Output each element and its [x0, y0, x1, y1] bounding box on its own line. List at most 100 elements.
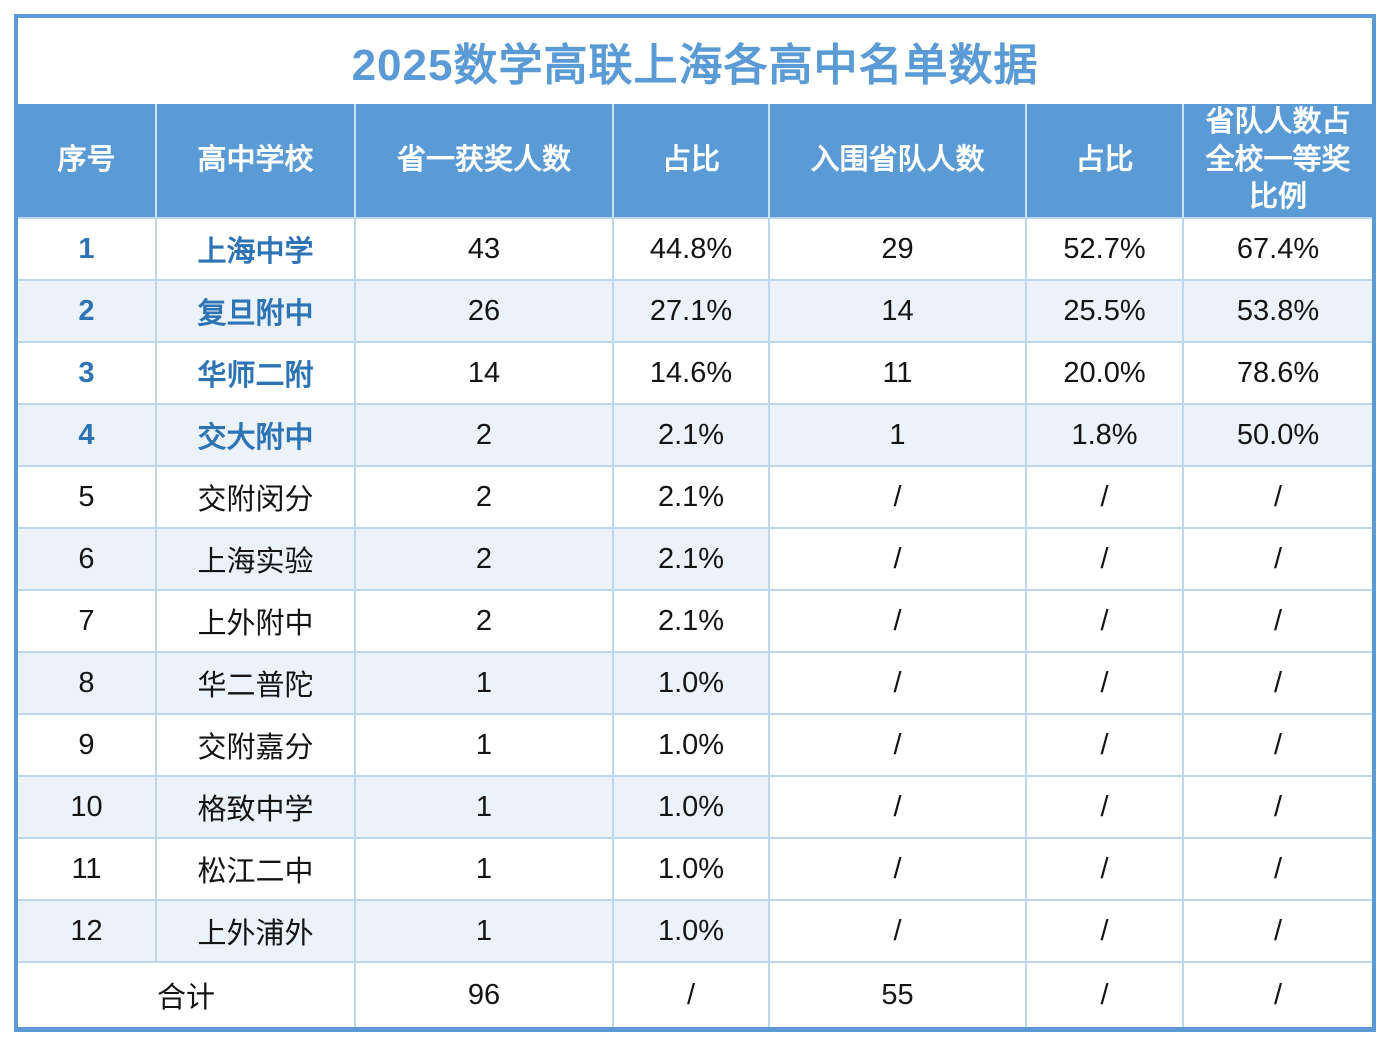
total-team-ratio: / [1184, 963, 1373, 1028]
row-school: 复旦附中 [157, 281, 356, 344]
row-prov1-count: 1 [356, 777, 614, 840]
row-school: 交附嘉分 [157, 715, 356, 778]
row-team-count: / [770, 467, 1027, 530]
row-team-count: 11 [770, 343, 1027, 406]
table-row: 9 交附嘉分 1 1.0% / / / [18, 715, 1373, 778]
row-team-share: / [1027, 529, 1184, 592]
total-prov1-count: 96 [356, 963, 614, 1028]
row-prov1-count: 14 [356, 343, 614, 406]
row-rank: 8 [18, 653, 157, 716]
row-rank: 10 [18, 777, 157, 840]
row-team-count: / [770, 901, 1027, 964]
row-team-share: / [1027, 901, 1184, 964]
row-prov1-count: 2 [356, 591, 614, 654]
row-team-share: / [1027, 839, 1184, 902]
row-rank: 9 [18, 715, 157, 778]
row-team-share: 52.7% [1027, 219, 1184, 282]
row-prov1-share: 2.1% [614, 591, 770, 654]
row-prov1-count: 1 [356, 715, 614, 778]
table-row: 5 交附闵分 2 2.1% / / / [18, 467, 1373, 530]
row-school: 松江二中 [157, 839, 356, 902]
row-school: 上外附中 [157, 591, 356, 654]
row-team-count: 29 [770, 219, 1027, 282]
row-team-ratio: 78.6% [1184, 343, 1373, 406]
table-row: 7 上外附中 2 2.1% / / / [18, 591, 1373, 654]
row-team-ratio: / [1184, 591, 1373, 654]
row-team-ratio: 50.0% [1184, 405, 1373, 468]
row-school: 格致中学 [157, 777, 356, 840]
column-header-rank: 序号 [18, 104, 157, 220]
row-prov1-count: 1 [356, 901, 614, 964]
row-rank: 12 [18, 901, 157, 964]
row-team-count: / [770, 653, 1027, 716]
total-prov1-share: / [614, 963, 770, 1028]
row-rank: 6 [18, 529, 157, 592]
row-rank: 5 [18, 467, 157, 530]
table-row: 6 上海实验 2 2.1% / / / [18, 529, 1373, 592]
row-team-share: 1.8% [1027, 405, 1184, 468]
column-header-school: 高中学校 [157, 104, 356, 220]
competition-table: 2025数学高联上海各高中名单数据 序号 高中学校 省一获奖人数 占比 入围省队… [18, 18, 1373, 1028]
row-rank: 2 [18, 281, 157, 344]
row-prov1-share: 1.0% [614, 653, 770, 716]
row-team-count: / [770, 777, 1027, 840]
row-prov1-share: 1.0% [614, 839, 770, 902]
row-team-count: / [770, 529, 1027, 592]
row-rank: 7 [18, 591, 157, 654]
column-header-team-count: 入围省队人数 [770, 104, 1027, 220]
title-row: 2025数学高联上海各高中名单数据 [18, 18, 1373, 104]
row-team-share: / [1027, 467, 1184, 530]
row-prov1-share: 44.8% [614, 219, 770, 282]
row-school: 上外浦外 [157, 901, 356, 964]
total-label: 合计 [18, 963, 356, 1028]
row-school: 上海中学 [157, 219, 356, 282]
total-team-share: / [1027, 963, 1184, 1028]
row-prov1-count: 43 [356, 219, 614, 282]
competition-table-frame: 2025数学高联上海各高中名单数据 序号 高中学校 省一获奖人数 占比 入围省队… [14, 14, 1376, 1033]
row-school: 华师二附 [157, 343, 356, 406]
row-school: 交大附中 [157, 405, 356, 468]
column-header-prov1-count: 省一获奖人数 [356, 104, 614, 220]
table-row: 10 格致中学 1 1.0% / / / [18, 777, 1373, 840]
row-team-share: / [1027, 715, 1184, 778]
table-row: 8 华二普陀 1 1.0% / / / [18, 653, 1373, 716]
row-team-share: 20.0% [1027, 343, 1184, 406]
header-row: 序号 高中学校 省一获奖人数 占比 入围省队人数 占比 省队人数占全校一等奖比例 [18, 104, 1373, 220]
total-row: 合计 96 / 55 / / [18, 963, 1373, 1028]
row-prov1-share: 1.0% [614, 777, 770, 840]
row-team-count: 1 [770, 405, 1027, 468]
row-team-share: 25.5% [1027, 281, 1184, 344]
table-row: 11 松江二中 1 1.0% / / / [18, 839, 1373, 902]
row-team-ratio: / [1184, 653, 1373, 716]
row-team-ratio: / [1184, 777, 1373, 840]
row-prov1-share: 2.1% [614, 405, 770, 468]
table-row: 1 上海中学 43 44.8% 29 52.7% 67.4% [18, 219, 1373, 282]
row-team-ratio: / [1184, 839, 1373, 902]
row-team-ratio: / [1184, 467, 1373, 530]
table-row: 4 交大附中 2 2.1% 1 1.8% 50.0% [18, 405, 1373, 468]
row-team-ratio: 67.4% [1184, 219, 1373, 282]
row-prov1-share: 27.1% [614, 281, 770, 344]
row-team-count: / [770, 839, 1027, 902]
row-team-count: / [770, 591, 1027, 654]
row-team-share: / [1027, 653, 1184, 716]
row-prov1-count: 26 [356, 281, 614, 344]
row-prov1-count: 2 [356, 529, 614, 592]
row-prov1-count: 2 [356, 467, 614, 530]
table-row: 2 复旦附中 26 27.1% 14 25.5% 53.8% [18, 281, 1373, 344]
row-rank: 11 [18, 839, 157, 902]
row-school: 上海实验 [157, 529, 356, 592]
row-prov1-count: 2 [356, 405, 614, 468]
row-prov1-share: 2.1% [614, 529, 770, 592]
row-rank: 3 [18, 343, 157, 406]
row-team-count: 14 [770, 281, 1027, 344]
row-prov1-share: 1.0% [614, 901, 770, 964]
row-prov1-count: 1 [356, 653, 614, 716]
row-team-ratio: 53.8% [1184, 281, 1373, 344]
total-team-count: 55 [770, 963, 1027, 1028]
row-rank: 1 [18, 219, 157, 282]
row-school: 华二普陀 [157, 653, 356, 716]
row-team-ratio: / [1184, 529, 1373, 592]
row-prov1-share: 2.1% [614, 467, 770, 530]
